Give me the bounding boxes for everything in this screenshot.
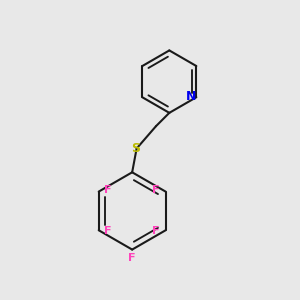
Text: S: S (131, 142, 140, 155)
Text: F: F (128, 254, 136, 263)
Text: F: F (104, 226, 112, 236)
Text: F: F (152, 226, 160, 236)
Text: F: F (104, 185, 112, 195)
Text: F: F (152, 185, 160, 195)
Text: N: N (186, 90, 196, 103)
